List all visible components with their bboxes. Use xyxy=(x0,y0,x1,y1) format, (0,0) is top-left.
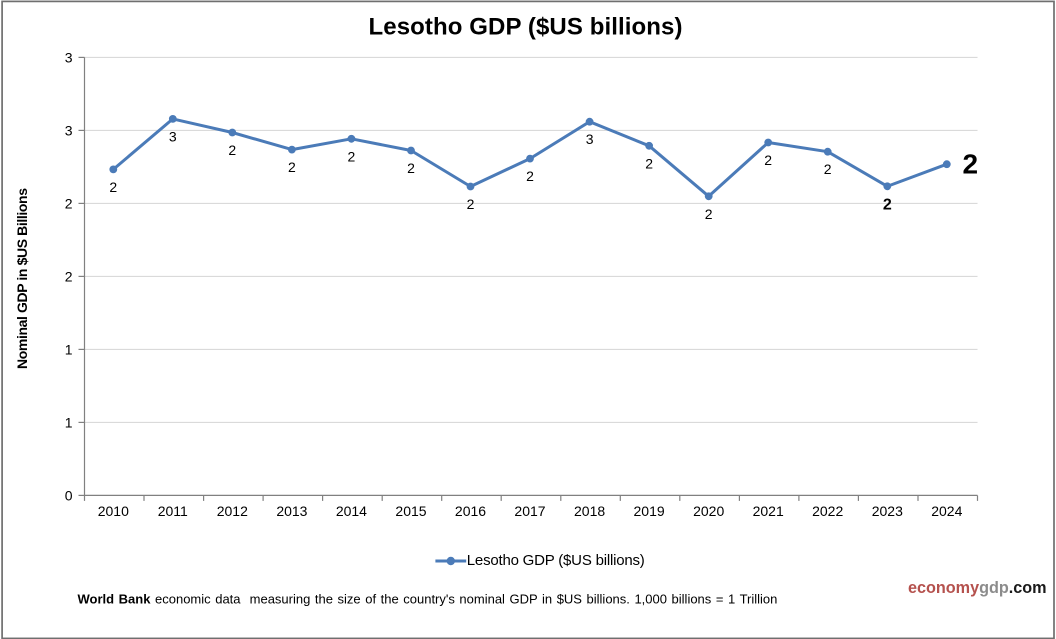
svg-text:2023: 2023 xyxy=(872,503,903,519)
svg-text:2: 2 xyxy=(467,196,475,212)
svg-text:2: 2 xyxy=(228,142,236,158)
svg-text:2014: 2014 xyxy=(336,503,367,519)
svg-text:2: 2 xyxy=(645,155,653,171)
svg-text:2024: 2024 xyxy=(931,503,962,519)
svg-text:Lesotho GDP ($US billions): Lesotho GDP ($US billions) xyxy=(369,14,683,41)
svg-text:2022: 2022 xyxy=(812,503,843,519)
svg-text:Nominal GDP in $US Billions: Nominal GDP in $US Billions xyxy=(14,188,30,369)
svg-text:2021: 2021 xyxy=(753,503,784,519)
svg-text:2017: 2017 xyxy=(514,503,545,519)
svg-text:2: 2 xyxy=(407,160,415,176)
svg-text:3: 3 xyxy=(65,122,73,138)
svg-text:2015: 2015 xyxy=(395,503,426,519)
svg-text:2016: 2016 xyxy=(455,503,486,519)
svg-text:2011: 2011 xyxy=(158,503,188,519)
svg-text:2: 2 xyxy=(764,152,772,168)
svg-text:2: 2 xyxy=(65,268,73,284)
svg-text:2: 2 xyxy=(109,179,117,195)
svg-text:World Bank economic data meas: World Bank economic data measuring the s… xyxy=(78,591,778,606)
svg-text:2020: 2020 xyxy=(693,503,724,519)
svg-text:3: 3 xyxy=(586,131,594,147)
svg-text:3: 3 xyxy=(65,49,73,65)
svg-text:0: 0 xyxy=(65,487,73,503)
svg-text:2: 2 xyxy=(963,149,979,180)
svg-text:2013: 2013 xyxy=(276,503,307,519)
svg-text:2: 2 xyxy=(288,159,296,175)
svg-text:2: 2 xyxy=(526,168,534,184)
svg-text:2019: 2019 xyxy=(634,503,665,519)
svg-text:economygdp.com: economygdp.com xyxy=(908,579,1047,597)
svg-text:2018: 2018 xyxy=(574,503,605,519)
svg-text:1: 1 xyxy=(65,341,73,357)
svg-text:2: 2 xyxy=(705,206,713,222)
svg-text:Lesotho GDP ($US billions): Lesotho GDP ($US billions) xyxy=(467,552,645,569)
svg-text:2: 2 xyxy=(348,148,356,164)
svg-text:1: 1 xyxy=(65,414,73,430)
svg-text:2010: 2010 xyxy=(98,503,129,519)
svg-text:3: 3 xyxy=(169,128,177,144)
svg-text:2: 2 xyxy=(883,196,892,213)
svg-text:2: 2 xyxy=(824,161,832,177)
svg-text:2012: 2012 xyxy=(217,503,248,519)
svg-text:2: 2 xyxy=(65,195,73,211)
